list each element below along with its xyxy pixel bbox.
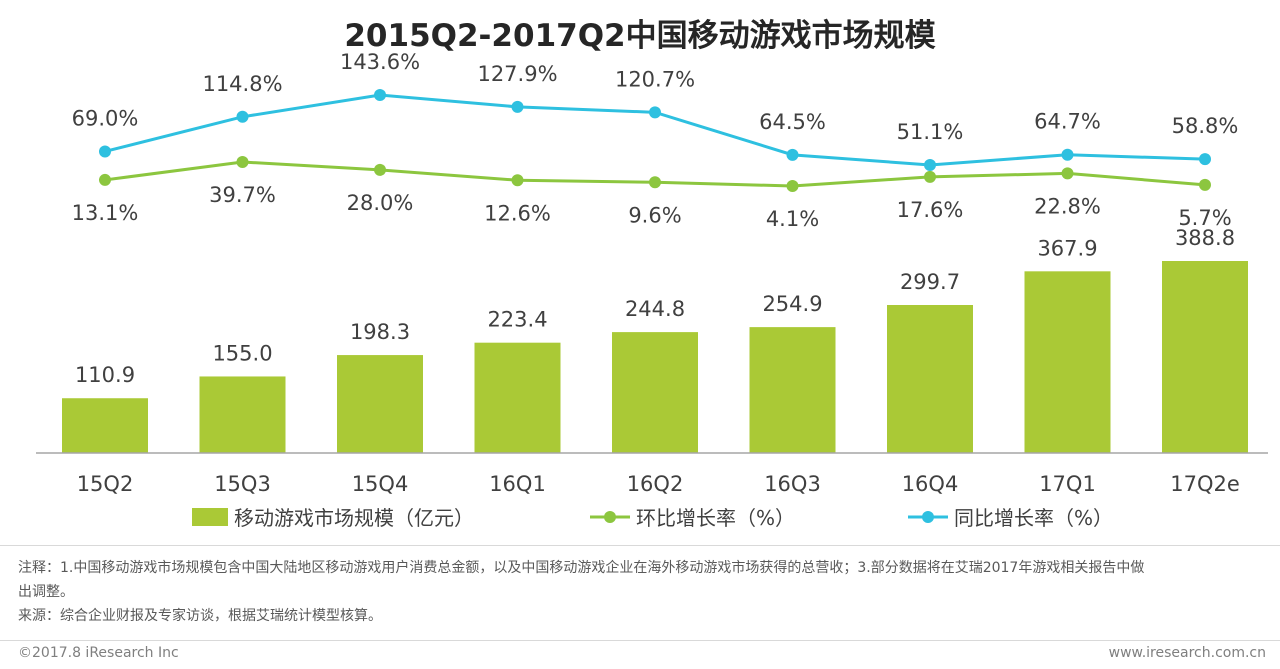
qoq-label-17Q2e: 5.7% [1178,206,1231,230]
bars-group: 110.9 155.0 198.3 223.4 244.8 254.9 299.7 367.9… [62,226,1248,453]
qoq-label-17Q1: 22.8% [1034,194,1101,218]
yoy-point-17Q2e [1199,153,1211,166]
bar-label-16Q3: 254.9 [762,292,822,316]
x-tick-17Q1: 17Q1 [1039,472,1096,496]
footer-divider [0,640,1280,641]
x-tick-group: 15Q2 15Q3 15Q4 16Q1 16Q2 16Q3 16Q4 17Q1 17Q2e [77,472,1240,496]
qoq-point-16Q3 [786,180,799,192]
qoq-label-16Q4: 17.6% [897,198,964,222]
note-line-2: 出调整。 [18,584,74,600]
yoy-point-17Q1 [1061,148,1074,161]
bar-15Q4 [337,355,423,453]
legend-marker-yoy [922,511,934,523]
lines-group: 13.1% 39.7% 28.0% 12.6% 9.6% 4.1% 17.6% 22.8% 5.… [72,50,1239,231]
bar-16Q4 [887,305,973,453]
bar-label-16Q1: 223.4 [487,308,547,332]
x-tick-15Q3: 15Q3 [214,472,271,496]
x-tick-15Q2: 15Q2 [77,472,134,496]
note-line-1: 注释：1.中国移动游戏市场规模包含中国大陆地区移动游戏用户消费总金额，以及中国移… [18,560,1145,576]
yoy-point-16Q4 [924,159,936,171]
legend-label-qoq: 环比增长率（%） [636,506,795,530]
bar-16Q2 [612,332,698,453]
yoy-label-17Q2e: 58.8% [1172,114,1239,138]
yoy-point-15Q2 [99,145,111,158]
copyright: ©2017.8 iResearch Inc [18,645,179,661]
bar-label-15Q4: 198.3 [350,320,410,344]
bar-label-17Q1: 367.9 [1037,236,1097,260]
chart: 2015Q2-2017Q2中国移动游戏市场规模 110.9 155.0 198.3 2… [36,18,1268,530]
qoq-label-15Q2: 13.1% [72,201,139,225]
notes: 注释：1.中国移动游戏市场规模包含中国大陆地区移动游戏用户消费总金额，以及中国移… [18,556,1274,628]
bar-17Q2e [1162,261,1248,453]
bar-label-17Q2e: 388.8 [1175,226,1235,250]
bar-label-15Q3: 155.0 [212,341,272,365]
qoq-label-15Q4: 28.0% [347,191,414,215]
legend: 移动游戏市场规模（亿元） 环比增长率（%） 同比增长率（%） [192,506,1113,530]
source-line: 来源：综合企业财报及专家访谈，根据艾瑞统计模型核算。 [18,608,382,624]
qoq-point-17Q2e [1199,178,1211,191]
yoy-label-15Q3: 114.8% [202,72,282,96]
legend-label-bar: 移动游戏市场规模（亿元） [234,506,474,530]
x-tick-16Q2: 16Q2 [627,472,684,496]
qoq-label-16Q2: 9.6% [628,203,681,227]
yoy-label-16Q4: 51.1% [897,120,964,144]
bar-label-15Q2: 110.9 [75,363,135,387]
qoq-label-15Q3: 39.7% [209,183,276,207]
yoy-point-16Q2 [649,106,661,119]
qoq-point-16Q1 [511,174,524,187]
qoq-point-15Q3 [236,156,249,168]
yoy-label-16Q1: 127.9% [477,62,557,86]
x-tick-16Q1: 16Q1 [489,472,546,496]
bar-17Q1 [1024,271,1111,453]
qoq-point-17Q1 [1061,167,1074,180]
yoy-point-15Q4 [374,89,386,101]
yoy-label-16Q3: 64.5% [759,110,826,134]
divider [0,545,1280,546]
qoq-point-15Q2 [99,173,111,186]
x-tick-15Q4: 15Q4 [352,472,409,496]
yoy-label-17Q1: 64.7% [1034,110,1101,134]
legend-label-yoy: 同比增长率（%） [954,506,1113,530]
yoy-point-15Q3 [236,110,249,123]
qoq-label-16Q1: 12.6% [484,201,551,225]
bar-15Q2 [62,398,148,453]
bar-label-16Q4: 299.7 [900,270,960,294]
qoq-point-15Q4 [374,163,386,176]
website-url: www.iresearch.com.cn [1108,645,1266,661]
bar-15Q3 [199,376,286,453]
bar-label-16Q2: 244.8 [625,297,685,321]
yoy-point-16Q1 [511,100,524,113]
x-tick-16Q3: 16Q3 [764,472,821,496]
bar-16Q3 [749,327,836,453]
legend-marker-qoq [604,511,616,523]
yoy-label-15Q2: 69.0% [72,106,139,130]
qoq-point-16Q4 [924,170,936,183]
yoy-label-15Q4: 143.6% [340,50,420,74]
bar-16Q1 [474,342,561,453]
qoq-label-16Q3: 4.1% [766,207,819,231]
x-tick-16Q4: 16Q4 [902,472,959,496]
yoy-point-16Q3 [786,148,799,161]
x-tick-17Q2e: 17Q2e [1170,472,1240,496]
chart-title: 2015Q2-2017Q2中国移动游戏市场规模 [344,18,935,54]
qoq-point-16Q2 [649,176,661,189]
yoy-label-16Q2: 120.7% [615,67,695,91]
legend-swatch-bar [192,508,228,526]
